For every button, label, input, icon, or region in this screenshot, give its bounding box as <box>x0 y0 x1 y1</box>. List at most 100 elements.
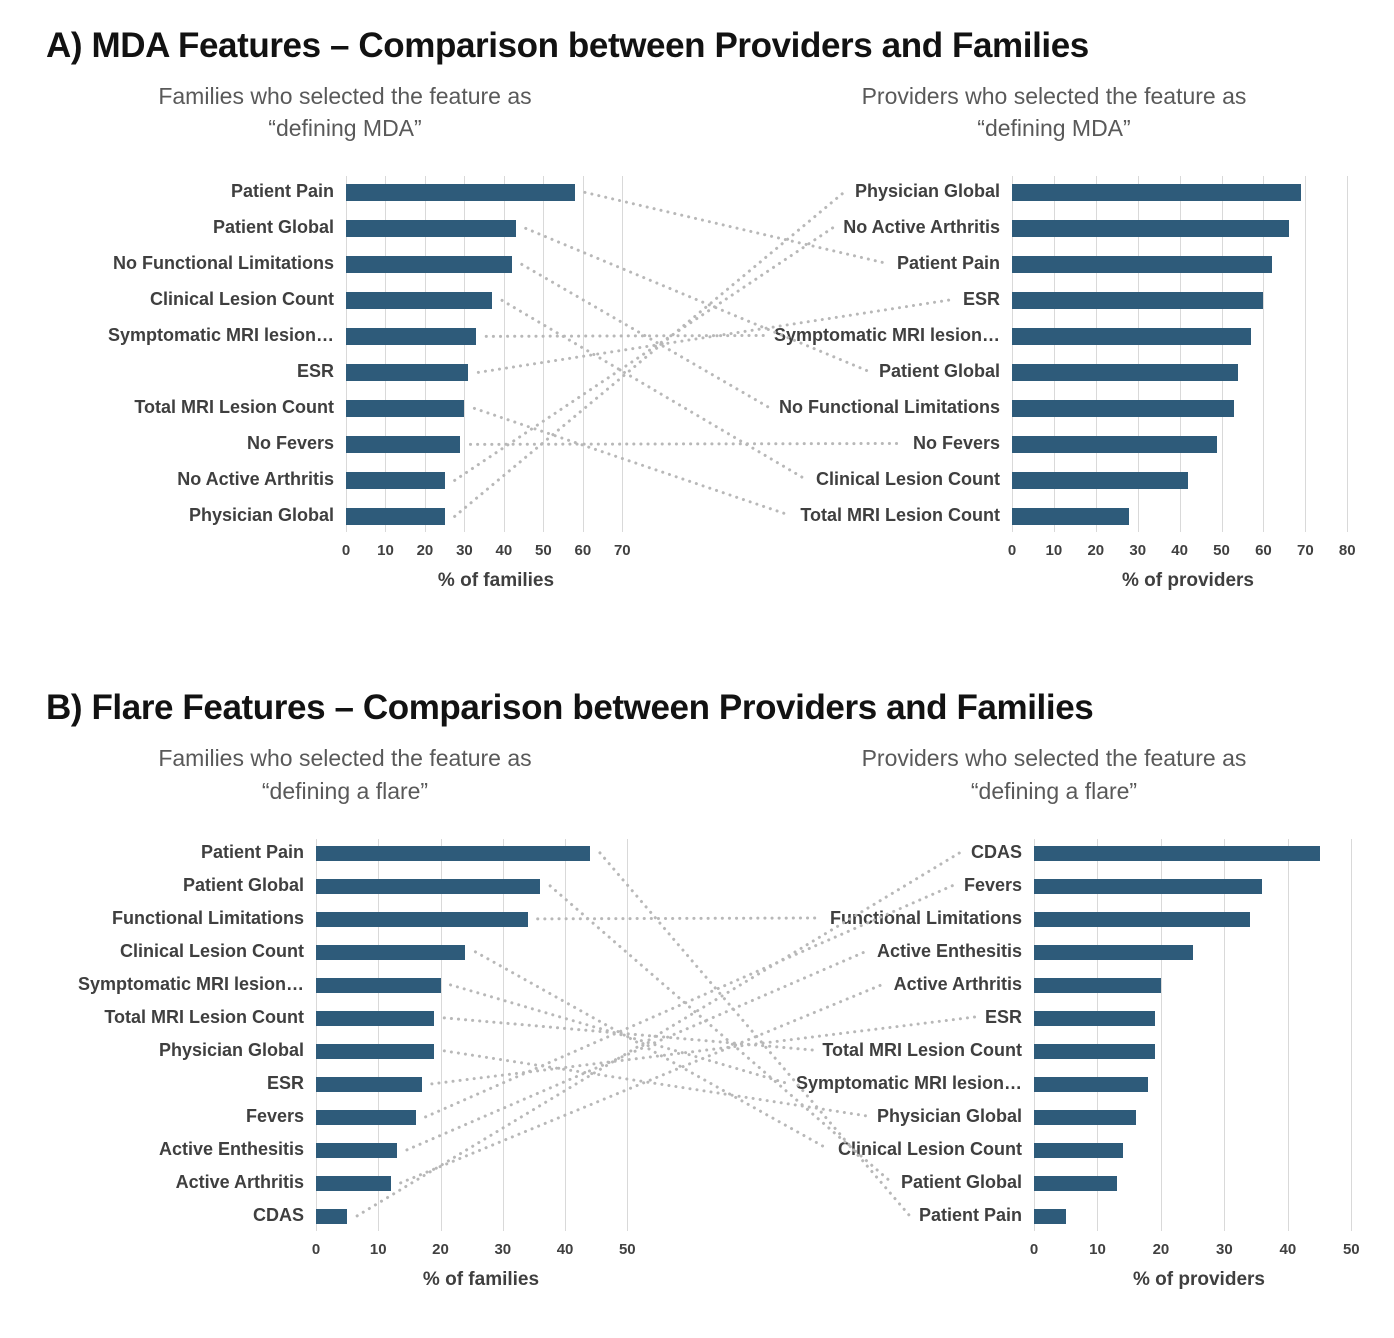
bar-row: No Fevers <box>44 426 646 462</box>
bar-row: Fevers <box>744 870 1364 903</box>
bar <box>1034 845 1320 861</box>
bar-track <box>316 936 646 969</box>
bar-row: Total MRI Lesion Count <box>44 390 646 426</box>
gridline <box>1351 838 1353 1231</box>
bar-track <box>316 1101 646 1134</box>
x-axis-label: % of providers <box>1122 570 1254 592</box>
bar-row: Total MRI Lesion Count <box>744 498 1364 534</box>
bar-track <box>1012 498 1364 534</box>
tick-label: 0 <box>341 542 351 560</box>
tick-label: 20 <box>416 542 434 560</box>
bar-track <box>1012 174 1364 210</box>
bar-track <box>1034 1068 1364 1101</box>
bar-row: Patient Pain <box>44 174 646 210</box>
tick-label: 0 <box>1029 1240 1039 1258</box>
gridline <box>1137 176 1139 533</box>
category-label: CDAS <box>970 842 1022 863</box>
category-label: No Fevers <box>246 433 334 454</box>
category-label: Patient Global <box>878 361 1000 382</box>
category-label: ESR <box>984 1007 1022 1028</box>
panel-a-title: A) MDA Features – Comparison between Pro… <box>46 26 1089 65</box>
category-label: Clinical Lesion Count <box>119 941 304 962</box>
bar-track <box>1012 354 1364 390</box>
category-label: Physician Global <box>158 1040 304 1061</box>
bar-track <box>1034 1200 1364 1233</box>
gridline <box>1179 176 1181 533</box>
bar <box>346 219 516 237</box>
category-label: Functional Limitations <box>830 908 1022 929</box>
tick-label: 30 <box>1216 1240 1233 1258</box>
tick-label: 50 <box>1342 1240 1360 1258</box>
tick-label: 20 <box>1087 542 1105 560</box>
bar <box>1012 435 1218 453</box>
bar <box>1034 1208 1066 1224</box>
bar-track <box>316 903 646 936</box>
bar <box>316 944 466 960</box>
bar-track <box>346 174 646 210</box>
bar-track <box>1034 1134 1364 1167</box>
gridline <box>1012 176 1013 533</box>
bar <box>346 399 465 417</box>
bar <box>1034 1076 1149 1092</box>
category-label: Symptomatic MRI lesion… <box>773 325 1000 346</box>
bar-track <box>1034 1035 1364 1068</box>
category-label: Patient Pain <box>896 253 1000 274</box>
gridline <box>1347 176 1349 533</box>
category-label: ESR <box>962 289 1000 310</box>
x-axis: 0 10 20 30 40 50 <box>312 1240 646 1261</box>
bar <box>316 1142 397 1158</box>
tick-label: 40 <box>1171 542 1188 560</box>
bar-row: Total MRI Lesion Count <box>744 1035 1364 1068</box>
bar <box>1034 911 1250 927</box>
category-label: No Fevers <box>912 433 1000 454</box>
panel-b-charts: Families who selected the feature as “def… <box>44 742 1364 1290</box>
gridline <box>1305 176 1307 533</box>
bar <box>316 1109 416 1125</box>
category-label: Patient Pain <box>230 181 334 202</box>
bar-track <box>1012 318 1364 354</box>
category-label: No Active Arthritis <box>177 469 334 490</box>
tick-label: 20 <box>1152 1240 1170 1258</box>
bar-row: Symptomatic MRI lesion… <box>44 969 646 1002</box>
tick-label: 50 <box>1213 542 1230 560</box>
bar-row: ESR <box>744 1002 1364 1035</box>
bar-row: Physician Global <box>44 1035 646 1068</box>
chart-title-line: “defining a flare” <box>261 777 429 804</box>
gridlines <box>1034 838 1364 1231</box>
bar-row: Physician Global <box>744 1101 1364 1134</box>
chart-title: Families who selected the feature as “def… <box>44 742 646 806</box>
x-axis-label: % of providers <box>1133 1268 1265 1290</box>
bar <box>316 1043 435 1059</box>
bar-track <box>1012 462 1364 498</box>
bar-row: No Functional Limitations <box>744 390 1364 426</box>
chart-families-mda: Families who selected the feature as “def… <box>44 80 646 592</box>
bar <box>316 977 441 993</box>
tick-label: 10 <box>377 542 394 560</box>
gridline <box>1160 838 1162 1231</box>
bar-track <box>346 462 646 498</box>
panel-a-charts: Families who selected the feature as “def… <box>44 80 1364 592</box>
category-label: Functional Limitations <box>112 908 304 929</box>
bar-track <box>1012 282 1364 318</box>
chart-title: Providers who selected the feature as “de… <box>744 80 1364 144</box>
bar-track <box>1012 390 1364 426</box>
bar <box>346 471 445 489</box>
bar-row: CDAS <box>744 837 1364 870</box>
bar <box>1034 977 1161 993</box>
gridline <box>1097 838 1099 1231</box>
bar <box>1034 1043 1155 1059</box>
category-label: Patient Global <box>900 1172 1022 1193</box>
bar-track <box>316 1002 646 1035</box>
category-label: Active Arthritis <box>175 1172 304 1193</box>
bar <box>1012 327 1251 345</box>
bar-row: Functional Limitations <box>744 903 1364 936</box>
category-label: ESR <box>296 361 334 382</box>
bar-track <box>1012 246 1364 282</box>
category-label: No Functional Limitations <box>113 253 334 274</box>
x-axis-label: % of families <box>422 1268 540 1290</box>
bar <box>1034 1010 1155 1026</box>
tick-label: 50 <box>618 1240 636 1258</box>
category-label: Total MRI Lesion Count <box>104 1007 304 1028</box>
bar <box>1034 1175 1117 1191</box>
tick-label: 70 <box>613 542 631 560</box>
